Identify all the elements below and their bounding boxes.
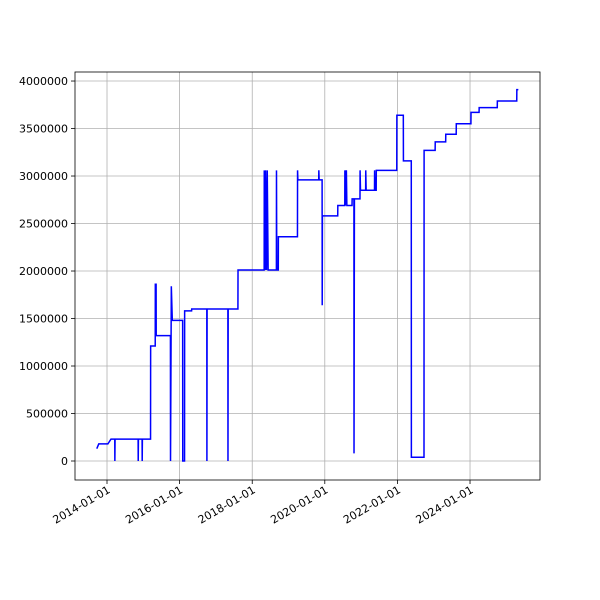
y-tick-label: 1000000: [19, 360, 68, 373]
x-tick-label: 2016-01-01: [123, 483, 185, 526]
x-tick-label: 2024-01-01: [414, 483, 476, 526]
line: [96, 88, 519, 462]
y-tick-label: 1500000: [19, 313, 68, 326]
y-tick-label: 4000000: [19, 75, 68, 88]
x-tick-label: 2018-01-01: [196, 483, 258, 526]
y-tick-label: 3000000: [19, 170, 68, 183]
y-tick-label: 500000: [26, 408, 68, 421]
x-tick-label: 2022-01-01: [341, 483, 403, 526]
y-tick-label: 2000000: [19, 265, 68, 278]
x-tick-label: 2020-01-01: [268, 483, 330, 526]
y-tick-label: 3500000: [19, 123, 68, 136]
y-tick-label: 2500000: [19, 218, 68, 231]
plot-frame: [74, 71, 541, 481]
y-tick-label: 0: [61, 455, 68, 468]
x-tick-label: 2014-01-01: [51, 483, 113, 526]
